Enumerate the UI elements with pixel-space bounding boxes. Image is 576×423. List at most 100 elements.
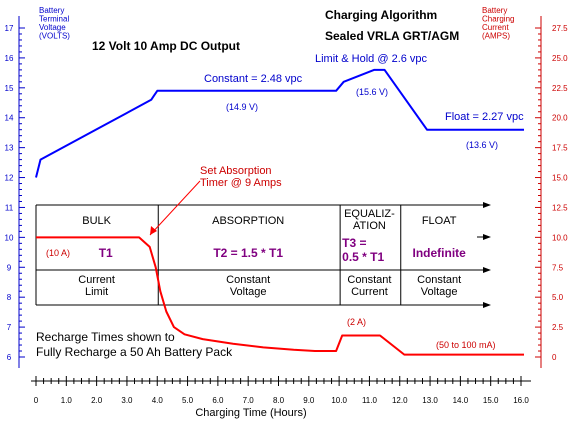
table-arrowhead [483,267,491,273]
left-axis-label-line: Terminal [39,15,69,24]
table-arrowhead [483,234,491,240]
annotation-voltage-15-6: (15.6 V) [356,87,388,97]
current-series-line [36,236,524,356]
phase-duration: T2 = 1.5 * T1 [213,246,283,260]
phase-name: EQUALIZ- [344,208,395,220]
left-tick-label: 16 [5,54,14,63]
x-axis-ticks: 0 1.0 2.0 3.0 4.0 5.0 6.0 7.0 8.0 9.0 10.0 11.0 12.0… [34,376,529,405]
x-tick-label: 10.0 [331,396,347,405]
x-tick-label: 13.0 [422,396,438,405]
right-axis-ticks: 0 2.5 5.0 7.5 10.0 12.5 15.0 17.5 20.0 22.5 25.0 27… [535,24,568,362]
annotation-constant: Constant = 2.48 vpc [204,73,303,85]
right-axis-label-line: Charging [482,15,514,24]
output-label: 12 Volt 10 Amp DC Output [92,39,240,53]
x-tick-label: 8.0 [273,396,285,405]
right-tick-label: 22.5 [552,84,568,93]
phase-mode: Current [351,286,388,298]
phase-mode: Voltage [421,286,458,298]
right-tick-label: 17.5 [552,144,568,153]
left-axis-label-line: Battery [39,6,64,15]
phase-mode: Constant [347,274,391,286]
left-tick-label: 8 [7,293,12,302]
phase-mode: Current [78,274,115,286]
timer-arrow [149,180,201,236]
right-tick-label: 20.0 [552,114,568,123]
right-tick-label: 5.0 [552,293,564,302]
x-tick-label: 0 [34,396,39,405]
chart-subtitle: Sealed VRLA GRT/AGM [325,29,459,43]
phase-name: ATION [353,220,386,232]
x-tick-label: 1.0 [61,396,73,405]
x-tick-label: 6.0 [212,396,224,405]
table-arrowhead [483,202,491,208]
x-tick-label: 5.0 [182,396,194,405]
x-tick-label: 7.0 [243,396,255,405]
annotation-float: Float = 2.27 vpc [445,111,524,123]
x-tick-label: 16.0 [513,396,529,405]
recharge-note-line: Recharge Times shown to [36,330,175,344]
x-tick-label: 12.0 [392,396,408,405]
annotation-limit-hold: Limit & Hold @ 2.6 vpc [315,53,428,65]
left-tick-label: 17 [5,24,14,33]
left-tick-label: 14 [5,114,14,123]
left-tick-label: 7 [7,323,12,332]
right-axis-label-line: Current [482,23,509,32]
timer-note-line: Timer @ 9 Amps [200,177,282,189]
annotation-voltage-13-6: (13.6 V) [466,140,498,150]
right-tick-label: 7.5 [552,263,564,272]
x-tick-label: 4.0 [152,396,164,405]
left-tick-label: 11 [5,203,14,212]
phase-duration: T1 [99,246,113,260]
phase-name: ABSORPTION [212,215,284,227]
timer-arrowhead [150,226,157,235]
phase-mode: Constant [417,274,461,286]
timer-note-line: Set Absorption [200,165,272,177]
left-tick-label: 13 [5,144,14,153]
annotation-current-10a: (10 A) [46,248,70,258]
left-tick-label: 6 [7,353,12,362]
phase-duration: Indefinite [412,246,466,260]
phase-duration: T3 = [342,236,366,250]
annotation-current-50-100ma: (50 to 100 mA) [436,340,496,350]
series-layer [35,68,524,356]
right-tick-label: 2.5 [552,323,564,332]
left-axis-ticks: 6 7 8 9 10 11 12 13 14 15 16 17 [5,24,25,362]
annotation-voltage-14-9: (14.9 V) [226,102,258,112]
right-tick-label: 15.0 [552,174,568,183]
left-tick-label: 9 [7,263,12,272]
x-tick-label: 11.0 [362,396,378,405]
x-axis-label: Charging Time (Hours) [195,407,306,419]
x-tick-label: 9.0 [303,396,315,405]
phase-name: FLOAT [422,215,457,227]
left-axis-label-line: (VOLTS) [39,32,70,41]
recharge-note-line: Fully Recharge a 50 Ah Battery Pack [36,345,233,359]
left-tick-label: 12 [5,174,14,183]
right-axis-label-line: (AMPS) [482,32,510,41]
right-tick-label: 10.0 [552,233,568,242]
x-tick-label: 2.0 [91,396,103,405]
voltage-series-line [35,68,524,178]
right-tick-label: 12.5 [552,203,568,212]
phase-mode: Constant [226,274,270,286]
phase-name: BULK [82,215,111,227]
x-tick-label: 14.0 [453,396,469,405]
left-tick-label: 15 [5,84,14,93]
right-tick-label: 0 [552,353,557,362]
right-axis-label-line: Battery [482,6,507,15]
left-axis-label-line: Voltage [39,23,66,32]
chart-title: Charging Algorithm [325,8,437,22]
phase-mode: Limit [85,286,108,298]
right-tick-label: 25.0 [552,54,568,63]
table-arrowhead [483,302,491,308]
left-tick-label: 10 [5,233,14,242]
annotation-current-2a: (2 A) [347,317,366,327]
x-tick-label: 15.0 [483,396,499,405]
x-tick-label: 3.0 [121,396,133,405]
right-tick-label: 27.5 [552,24,568,33]
